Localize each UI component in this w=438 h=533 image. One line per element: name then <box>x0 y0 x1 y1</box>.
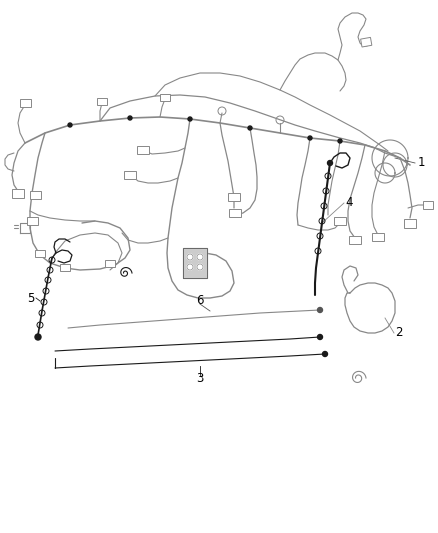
Text: 4: 4 <box>345 197 353 209</box>
Circle shape <box>318 335 322 340</box>
Circle shape <box>328 160 332 166</box>
Bar <box>334 217 346 225</box>
Circle shape <box>35 334 41 340</box>
Circle shape <box>248 126 252 130</box>
Text: 1: 1 <box>418 157 425 169</box>
Bar <box>137 146 149 154</box>
Bar <box>97 98 107 104</box>
Circle shape <box>318 308 322 312</box>
Text: 5: 5 <box>28 292 35 304</box>
Circle shape <box>322 351 328 357</box>
Bar <box>124 171 136 179</box>
Bar <box>228 193 240 201</box>
Text: 6: 6 <box>196 295 204 308</box>
Bar <box>229 209 241 217</box>
Circle shape <box>187 254 193 260</box>
Circle shape <box>197 254 203 260</box>
Bar <box>372 233 384 241</box>
Bar <box>360 37 372 47</box>
Circle shape <box>187 264 193 270</box>
Bar <box>20 99 31 107</box>
Circle shape <box>338 139 342 143</box>
Circle shape <box>188 117 192 121</box>
Bar <box>29 191 40 199</box>
Bar <box>423 201 433 209</box>
Bar <box>105 260 115 266</box>
Bar <box>60 263 70 271</box>
Bar <box>35 249 45 256</box>
Text: 3: 3 <box>196 372 204 384</box>
Circle shape <box>68 123 72 127</box>
Circle shape <box>128 116 132 120</box>
Bar <box>12 189 24 198</box>
Polygon shape <box>183 248 207 278</box>
Bar <box>349 236 361 244</box>
Text: 2: 2 <box>395 327 403 340</box>
Bar <box>404 219 416 228</box>
Bar <box>160 93 170 101</box>
Circle shape <box>197 264 203 270</box>
Circle shape <box>308 136 312 140</box>
Bar <box>27 217 38 225</box>
